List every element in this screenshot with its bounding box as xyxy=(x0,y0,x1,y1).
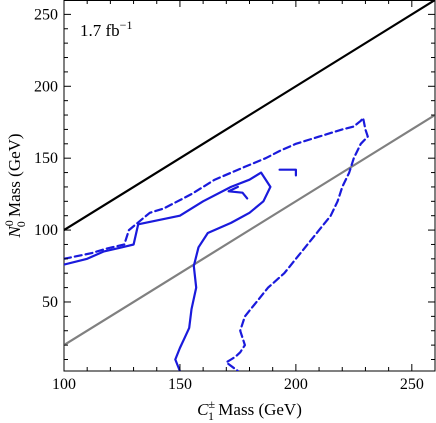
series-line-3 xyxy=(278,168,297,177)
series-line-0 xyxy=(64,0,435,232)
series-line-2 xyxy=(64,171,272,371)
annotation-superscript: −1 xyxy=(120,18,133,32)
y-tick-label: 100 xyxy=(34,222,58,239)
series-line-5 xyxy=(64,116,369,371)
y-axis-title-sup: 0 xyxy=(2,220,16,226)
series-line-4 xyxy=(227,185,249,200)
plot-frame xyxy=(63,0,436,372)
annotation-text: 1.7 fb xyxy=(80,21,120,40)
x-axis-title-rest: Mass (GeV) xyxy=(214,400,302,419)
y-axis-title-main: N xyxy=(5,225,24,239)
x-tick-label: 250 xyxy=(400,376,424,393)
x-tick-label: 100 xyxy=(52,376,76,393)
series-line-1 xyxy=(64,113,435,347)
series-layer xyxy=(64,0,435,371)
y-tick-label: 50 xyxy=(42,294,58,311)
y-axis-title-sub: 0 xyxy=(14,221,28,227)
luminosity-annotation: 1.7 fb−1 xyxy=(80,18,132,40)
y-tick-label: 250 xyxy=(34,6,58,23)
x-axis-title-sub: 1 xyxy=(208,409,214,423)
y-axis-title: N00 Mass (GeV) xyxy=(2,133,28,238)
ticks-layer: 100 150 200 250 50 100 150 200 250 xyxy=(34,0,436,393)
x-axis-title-main: C xyxy=(197,400,209,419)
x-axis-title-sup: ± xyxy=(208,397,215,411)
y-axis-title-rest: Mass (GeV) xyxy=(5,133,24,221)
y-tick-label: 150 xyxy=(34,150,58,167)
y-tick-label: 200 xyxy=(34,78,58,95)
x-tick-label: 150 xyxy=(168,376,192,393)
x-axis-title: C± 1 Mass (GeV) xyxy=(197,397,302,423)
x-tick-label: 200 xyxy=(284,376,308,393)
